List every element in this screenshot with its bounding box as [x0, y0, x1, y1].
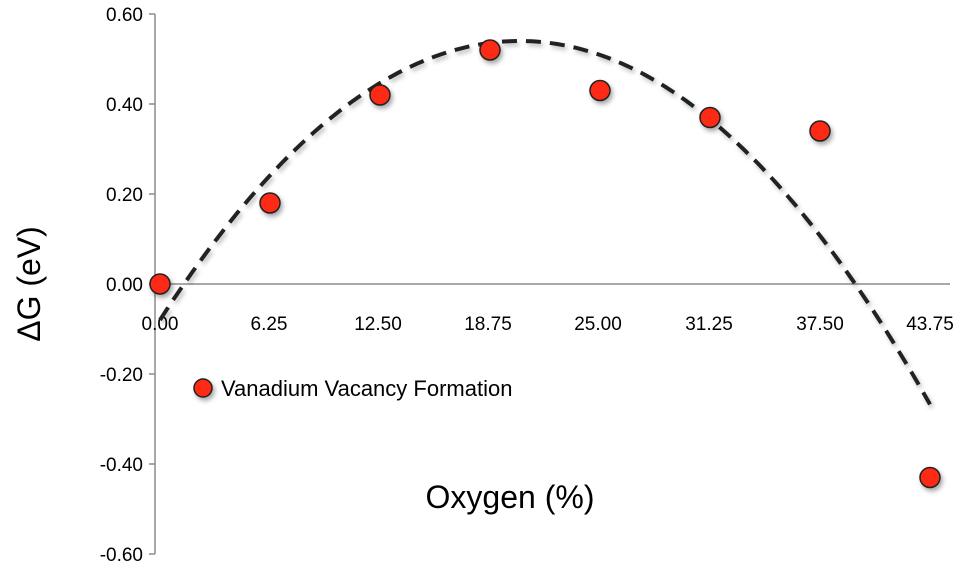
data-point — [479, 39, 501, 61]
data-point — [699, 106, 721, 129]
x-axis-title: Oxygen (%) — [426, 479, 595, 515]
data-point — [589, 79, 611, 102]
data-point — [809, 120, 831, 142]
legend-label: Vanadium Vacancy Formation — [221, 376, 512, 401]
data-points — [149, 39, 941, 489]
x-tick-label: 0.00 — [142, 314, 179, 335]
y-tick-label: -0.60 — [100, 545, 143, 566]
y-tick-label: 0.40 — [106, 95, 143, 116]
x-tick-label: 31.25 — [685, 314, 733, 335]
y-tick-label: 0.20 — [106, 185, 143, 206]
x-tick-label: 18.75 — [464, 314, 512, 335]
data-point — [149, 273, 171, 295]
x-tick-label: 43.75 — [906, 314, 954, 335]
x-tick-label: 25.00 — [574, 314, 622, 335]
y-tick-label: -0.20 — [100, 365, 143, 386]
legend-marker — [193, 378, 213, 398]
y-axis-title: ΔG (eV) — [11, 226, 47, 342]
data-point — [369, 84, 391, 106]
data-point — [919, 466, 941, 489]
x-tick-label: 37.50 — [796, 314, 844, 335]
y-tick-label: 0.00 — [106, 275, 143, 296]
trendline — [158, 38, 932, 406]
y-tick-label: 0.60 — [106, 5, 143, 26]
y-tick-label: -0.40 — [100, 455, 143, 476]
x-tick-label: 6.25 — [251, 314, 288, 335]
x-tick-label: 12.50 — [354, 314, 402, 335]
data-point — [259, 192, 281, 214]
legend: Vanadium Vacancy Formation — [193, 376, 512, 401]
